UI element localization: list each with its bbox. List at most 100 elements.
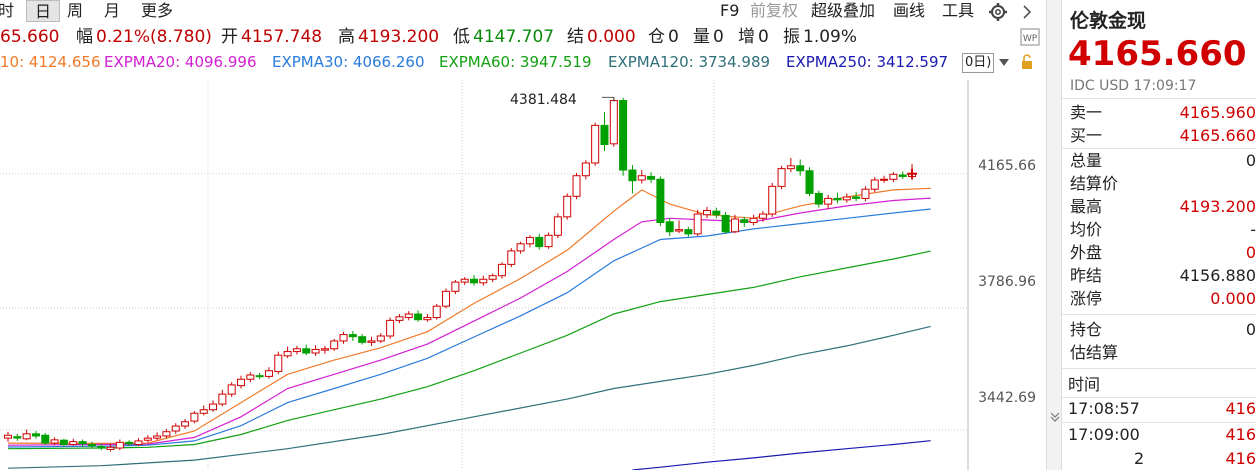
candle <box>209 400 218 412</box>
prev-settle-label: 昨结 <box>1070 266 1103 285</box>
draw-line-button[interactable]: 画线 <box>893 1 926 20</box>
limit-up-label: 涨停 <box>1070 289 1103 308</box>
candle <box>395 314 404 324</box>
candle <box>824 194 833 210</box>
settlement-label: 结算价 <box>1070 174 1119 193</box>
position-label: 持仓 <box>1070 320 1103 339</box>
expma60-label: EXPMA60: 3947.519 <box>439 53 592 71</box>
candle <box>227 382 236 397</box>
lock-icon[interactable] <box>1020 54 1034 70</box>
tick-price: 416 <box>1225 425 1256 444</box>
f9-button[interactable]: F9 <box>720 1 740 20</box>
candle <box>572 172 581 200</box>
period-tab-month[interactable]: 月 <box>104 1 121 20</box>
low-value: 4147.707 <box>473 27 555 47</box>
candle <box>889 172 898 183</box>
series-line-expma30 <box>7 208 931 448</box>
average-value: - <box>1250 220 1256 239</box>
period-tab-day[interactable]: 日 <box>26 0 60 22</box>
est-settlement-label: 估结算 <box>1070 343 1119 362</box>
candle <box>190 411 199 424</box>
candle <box>852 192 861 202</box>
period-tab-hour[interactable]: 时 <box>0 1 15 20</box>
caret-down-icon[interactable] <box>998 56 1010 68</box>
period-tab-week[interactable]: 周 <box>67 1 84 20</box>
candle <box>59 438 68 447</box>
panel-divider-scrollbar[interactable] <box>1046 0 1062 470</box>
series-line-expma250 <box>632 440 931 470</box>
chart-toolbar: 时 日 周 月 更多 F9 前复权 超级叠加 画线 工具 <box>0 0 1046 24</box>
candle <box>339 331 348 344</box>
candle <box>171 423 180 434</box>
expma-params-button[interactable]: 0日) <box>962 53 995 73</box>
increase-value: 0 <box>758 27 769 47</box>
candle <box>665 218 674 236</box>
candle <box>470 275 478 286</box>
divider <box>1062 397 1256 398</box>
candle <box>497 262 506 279</box>
candle <box>768 182 777 217</box>
candle <box>749 214 758 226</box>
gear-icon[interactable] <box>988 2 1008 22</box>
volume-value: 0 <box>713 27 724 47</box>
chevron-right-icon[interactable] <box>1020 4 1034 20</box>
candle <box>274 351 283 375</box>
ask-value: 4165.960 <box>1179 103 1256 122</box>
candle <box>442 288 451 309</box>
candle <box>833 192 842 204</box>
outer-disc-label: 外盘 <box>1070 243 1103 262</box>
candle <box>330 338 339 351</box>
divider <box>1062 422 1256 423</box>
instrument-name: 伦敦金现 <box>1070 10 1147 32</box>
divider <box>1062 98 1256 99</box>
candle <box>153 432 162 441</box>
total-volume-label: 总量 <box>1070 151 1103 170</box>
candle <box>563 193 572 220</box>
outer-disc-value: 0 <box>1245 243 1256 262</box>
price-tick-label: 4165.66 <box>978 158 1036 174</box>
candle <box>264 367 273 379</box>
series-line-expma20 <box>7 197 931 446</box>
super-overlay-button[interactable]: 超级叠加 <box>811 1 876 20</box>
expma250-label: EXPMA250: 3412.597 <box>786 53 949 71</box>
high-value: 4193.200 <box>1179 197 1256 216</box>
ask-label: 卖一 <box>1070 103 1103 122</box>
candle <box>404 311 413 321</box>
series-line-expma60 <box>7 250 931 450</box>
tick-time: 17:09:00 <box>1068 425 1140 444</box>
quote-panel: 伦敦金现 4165.660 IDC USD 17:09:17 卖一 4165.9… <box>1062 0 1256 470</box>
candle <box>143 435 152 443</box>
candle <box>31 431 40 439</box>
candle <box>600 111 609 151</box>
candle <box>246 372 255 383</box>
period-tab-more[interactable]: 更多 <box>141 1 174 20</box>
candle <box>777 165 786 190</box>
source-currency-time: IDC USD 17:09:17 <box>1070 78 1197 94</box>
high-label: 最高 <box>1070 197 1103 216</box>
amplitude-label: 振 <box>783 27 800 47</box>
candle <box>4 431 12 442</box>
candle <box>693 209 702 236</box>
candle <box>22 429 31 441</box>
candle <box>255 372 264 380</box>
peak-marker <box>601 96 615 102</box>
candle <box>609 97 618 147</box>
price-tick-label: 3786.96 <box>978 274 1036 290</box>
price-tick-label: 3442.69 <box>978 390 1036 406</box>
candle <box>376 333 385 344</box>
candle <box>386 317 395 339</box>
divider <box>1062 368 1256 369</box>
candle <box>796 159 805 176</box>
double-chevron-icon[interactable] <box>1050 412 1060 422</box>
expma10-label: 10: 4124.656 <box>0 53 101 71</box>
tick-price: 416 <box>1225 449 1256 468</box>
candle <box>451 279 460 295</box>
kline-chart[interactable] <box>0 80 1040 470</box>
tools-button[interactable]: 工具 <box>942 1 975 20</box>
forward-adjust-button[interactable]: 前复权 <box>750 1 799 20</box>
candle <box>730 214 739 234</box>
wp-icon[interactable]: WP <box>1020 28 1040 46</box>
candle <box>544 232 553 249</box>
candle <box>684 226 693 237</box>
candle <box>237 375 245 389</box>
